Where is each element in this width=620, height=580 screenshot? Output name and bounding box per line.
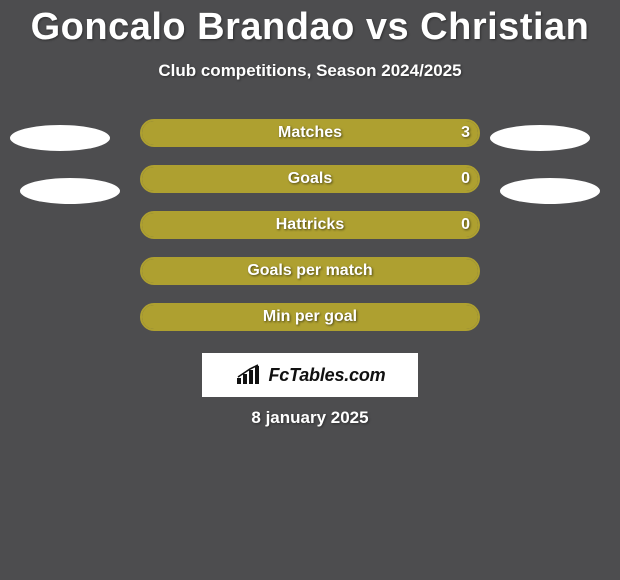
- stat-value-right: 3: [461, 119, 470, 147]
- stat-bar-track: [140, 257, 480, 285]
- stat-bar-fill-right: [310, 121, 478, 145]
- stat-row: Hattricks0: [0, 211, 620, 257]
- stat-bar-track: [140, 165, 480, 193]
- stat-bar-fill-right: [310, 213, 478, 237]
- stat-bar-track: [140, 119, 480, 147]
- decorative-ellipse: [20, 178, 120, 204]
- stat-bar-fill-left: [142, 167, 310, 191]
- stat-bar-fill-right: [310, 167, 478, 191]
- stat-bar-fill-left: [142, 213, 310, 237]
- stat-bar-fill-left: [142, 259, 478, 283]
- stat-bar-fill-left: [142, 121, 310, 145]
- subtitle: Club competitions, Season 2024/2025: [0, 61, 620, 81]
- stat-row: Goals per match: [0, 257, 620, 303]
- stat-bar-track: [140, 211, 480, 239]
- chart-icon: [235, 364, 263, 386]
- stat-bar-track: [140, 303, 480, 331]
- stat-value-right: 0: [461, 165, 470, 193]
- source-badge: FcTables.com: [202, 353, 418, 397]
- badge-text: FcTables.com: [269, 365, 386, 386]
- stat-value-right: 0: [461, 211, 470, 239]
- page-title: Goncalo Brandao vs Christian: [0, 0, 620, 49]
- decorative-ellipse: [490, 125, 590, 151]
- decorative-ellipse: [500, 178, 600, 204]
- decorative-ellipse: [10, 125, 110, 151]
- stat-bar-fill-left: [142, 305, 478, 329]
- comparison-rows: Matches3Goals0Hattricks0Goals per matchM…: [0, 119, 620, 349]
- stat-row: Min per goal: [0, 303, 620, 349]
- date-text: 8 january 2025: [0, 408, 620, 428]
